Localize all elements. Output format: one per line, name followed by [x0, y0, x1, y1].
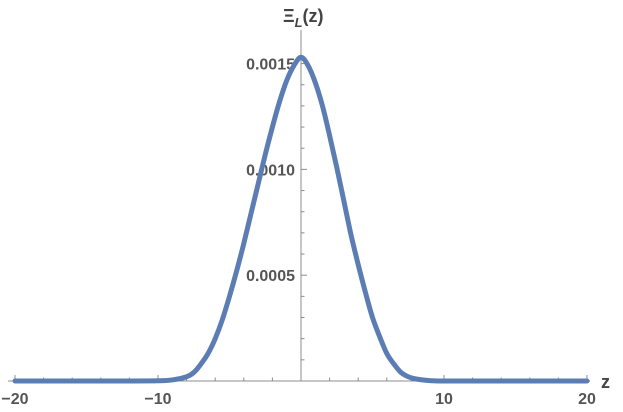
- series-line: [12, 54, 590, 384]
- x-tick-label: 20: [578, 391, 596, 408]
- y-axis-title-tail: (z): [303, 6, 324, 26]
- y-tick-label: 0.0005: [246, 268, 295, 285]
- x-tick-label: −20: [1, 391, 28, 408]
- x-tick-label: −10: [144, 391, 171, 408]
- y-tick-label: 0.0015: [246, 57, 295, 74]
- x-axis-title: z: [601, 372, 610, 392]
- y-axis-title: ΞL(z): [283, 6, 324, 30]
- x-tick-label: 10: [435, 391, 453, 408]
- tick-labels: −20 −10 10 20 0.0005 0.0010 0.0015: [1, 57, 596, 408]
- y-tick-label: 0.0010: [246, 162, 295, 179]
- axes: [8, 30, 590, 382]
- y-axis-title-main: Ξ: [283, 6, 295, 26]
- y-axis-title-subscript: L: [295, 15, 303, 30]
- series-layer: [12, 54, 590, 384]
